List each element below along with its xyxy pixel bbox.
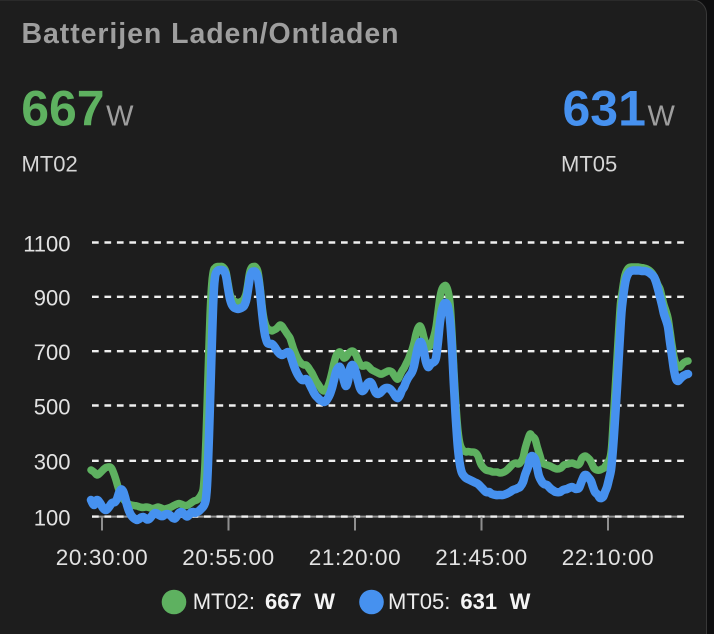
svg-text:1100: 1100 (23, 231, 70, 256)
svg-text:900: 900 (34, 286, 71, 311)
svg-text:MT02: MT02 (22, 152, 78, 177)
svg-text:667W: 667W (21, 81, 134, 137)
svg-text:300: 300 (34, 450, 71, 475)
svg-text:22:10:00: 22:10:00 (562, 545, 654, 570)
svg-text:700: 700 (34, 340, 71, 365)
svg-text:500: 500 (34, 394, 71, 419)
svg-text:100: 100 (34, 506, 71, 531)
svg-text:20:55:00: 20:55:00 (182, 545, 274, 570)
svg-text:MT05: MT05 (561, 152, 617, 177)
svg-text:21:45:00: 21:45:00 (435, 545, 527, 570)
svg-text:Batterijen Laden/Ontladen: Batterijen Laden/Ontladen (22, 18, 400, 50)
svg-text:20:30:00: 20:30:00 (56, 545, 148, 570)
svg-text:21:20:00: 21:20:00 (309, 545, 401, 570)
